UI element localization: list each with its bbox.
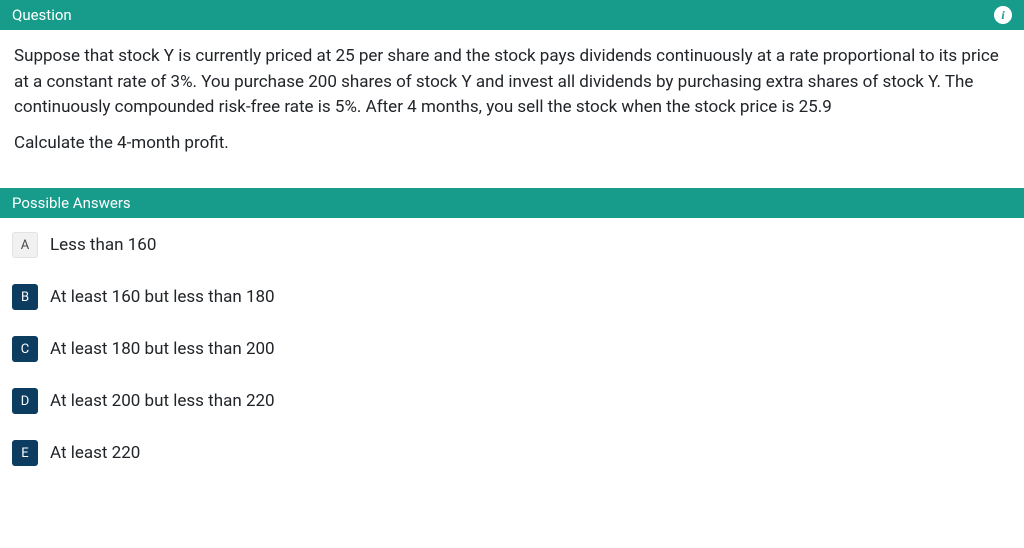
answers-header: Possible Answers [0,188,1024,218]
answers-body: A Less than 160 B At least 160 but less tha… [0,218,1024,502]
answer-letter-d: D [12,388,38,414]
answers-section: Possible Answers A Less than 160 B At least… [0,188,1024,502]
question-header: Question i [0,0,1024,30]
answer-option-a[interactable]: A Less than 160 [12,232,1012,258]
answers-header-label: Possible Answers [12,194,131,212]
answer-letter-e: E [12,440,38,466]
answer-text-a: Less than 160 [50,235,156,255]
answer-letter-a: A [12,232,38,258]
answer-text-b: At least 160 but less than 180 [50,287,275,307]
info-icon[interactable]: i [994,6,1012,24]
answer-text-c: At least 180 but less than 200 [50,339,275,359]
question-section: Question i Suppose that stock Y is curre… [0,0,1024,184]
question-paragraph-1: Suppose that stock Y is currently priced… [14,44,1010,121]
answer-letter-b: B [12,284,38,310]
question-paragraph-2: Calculate the 4-month profit. [14,131,1010,157]
answer-text-e: At least 220 [50,443,140,463]
answer-text-d: At least 200 but less than 220 [50,391,275,411]
question-header-label: Question [12,6,72,24]
answer-option-c[interactable]: C At least 180 but less than 200 [12,336,1012,362]
answer-option-d[interactable]: D At least 200 but less than 220 [12,388,1012,414]
answer-letter-c: C [12,336,38,362]
answer-option-e[interactable]: E At least 220 [12,440,1012,466]
question-body: Suppose that stock Y is currently priced… [0,30,1024,184]
answer-option-b[interactable]: B At least 160 but less than 180 [12,284,1012,310]
